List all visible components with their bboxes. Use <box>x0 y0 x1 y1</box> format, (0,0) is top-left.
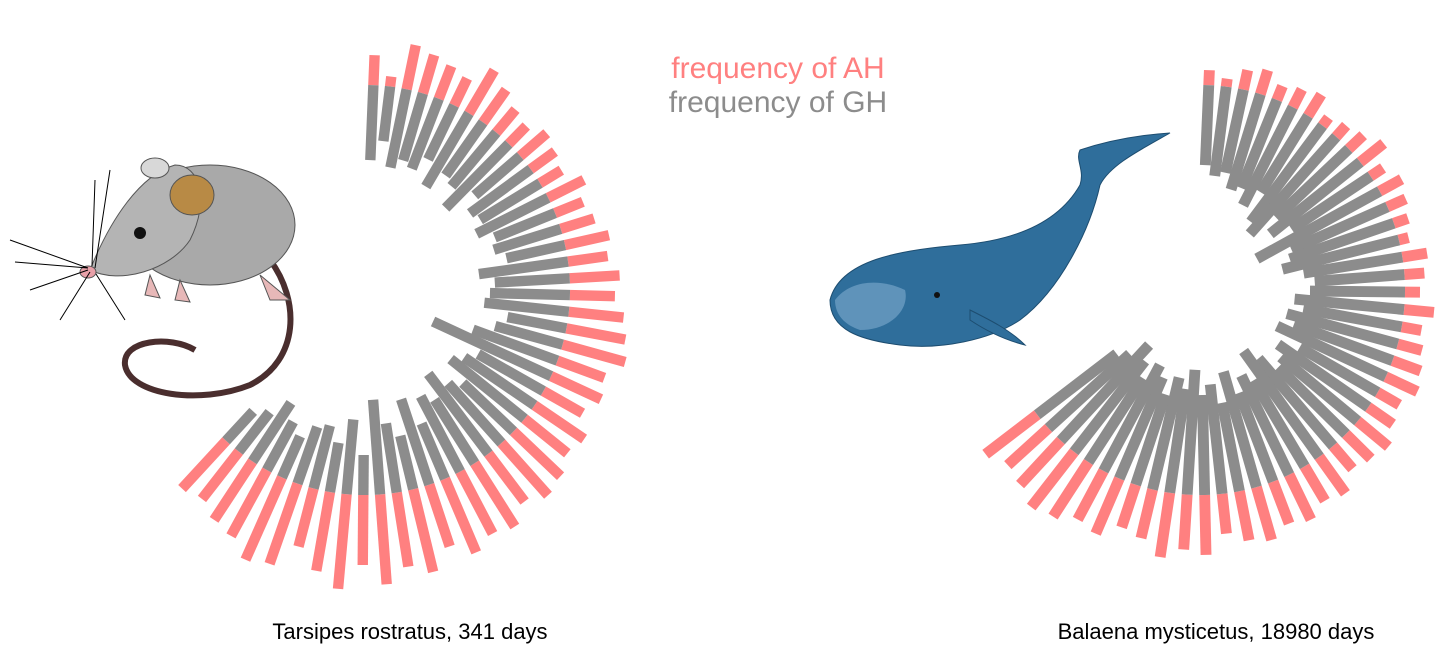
legend-label: frequency of GH <box>669 86 887 119</box>
panel-title: Tarsipes rostratus, 341 days <box>272 619 547 644</box>
legend-label: frequency of AH <box>671 52 884 85</box>
outer-bar <box>1391 356 1423 377</box>
outer-bar <box>565 323 626 344</box>
outer-bar <box>570 290 615 301</box>
outer-bar <box>333 494 352 590</box>
outer-bar <box>418 54 439 95</box>
outer-bar <box>1199 495 1211 555</box>
outer-bar <box>1234 490 1254 541</box>
outer-bar <box>1155 492 1175 558</box>
outer-bar <box>559 213 596 233</box>
inner-bar <box>490 288 570 300</box>
inner-bar <box>1182 370 1201 495</box>
outer-bar <box>553 197 585 218</box>
outer-bar <box>434 64 456 100</box>
outer-bar <box>449 76 471 108</box>
outer-bar <box>358 495 369 565</box>
outer-bar <box>1396 339 1423 356</box>
mouse-illustration <box>10 158 295 395</box>
outer-bar <box>1303 92 1325 119</box>
outer-bar <box>1401 322 1423 336</box>
outer-bar <box>564 230 610 250</box>
outer-bar <box>392 492 414 568</box>
outer-bar <box>1221 78 1233 87</box>
outer-bar <box>568 307 624 323</box>
outer-bar <box>1377 174 1404 196</box>
outer-bar <box>1404 304 1435 318</box>
outer-bar <box>1178 494 1192 550</box>
outer-bar <box>1375 388 1402 410</box>
outer-bar <box>368 55 380 85</box>
inner-bar <box>484 298 570 317</box>
panel-title: Balaena mysticetus, 18980 days <box>1058 619 1375 644</box>
outer-bar <box>1401 248 1427 263</box>
outer-bar <box>1203 70 1214 85</box>
outer-bar <box>1238 69 1253 91</box>
whale-illustration <box>830 133 1170 346</box>
inner-bar <box>1197 395 1210 495</box>
outer-bar <box>385 76 397 87</box>
chart: frequency of AH frequency of GH Tarsipes… <box>0 0 1448 649</box>
outer-bar <box>402 44 421 90</box>
outer-bar <box>375 494 392 585</box>
outer-bar <box>1405 287 1420 298</box>
inner-bar <box>341 419 358 495</box>
outer-bar <box>569 270 620 283</box>
outer-bar <box>567 251 608 267</box>
outer-bar <box>1385 194 1408 212</box>
inner-bar <box>1200 85 1214 165</box>
inner-bar <box>1310 286 1405 298</box>
outer-bar <box>1136 488 1158 539</box>
outer-bar <box>982 410 1040 458</box>
outer-bar <box>537 166 564 188</box>
outer-bar <box>1217 493 1232 534</box>
inner-bar <box>358 455 369 495</box>
outer-bar <box>1404 268 1425 280</box>
inner-bar <box>368 399 385 495</box>
outer-bar <box>505 122 530 147</box>
inner-bar <box>365 85 378 160</box>
outer-bar <box>1255 69 1273 96</box>
